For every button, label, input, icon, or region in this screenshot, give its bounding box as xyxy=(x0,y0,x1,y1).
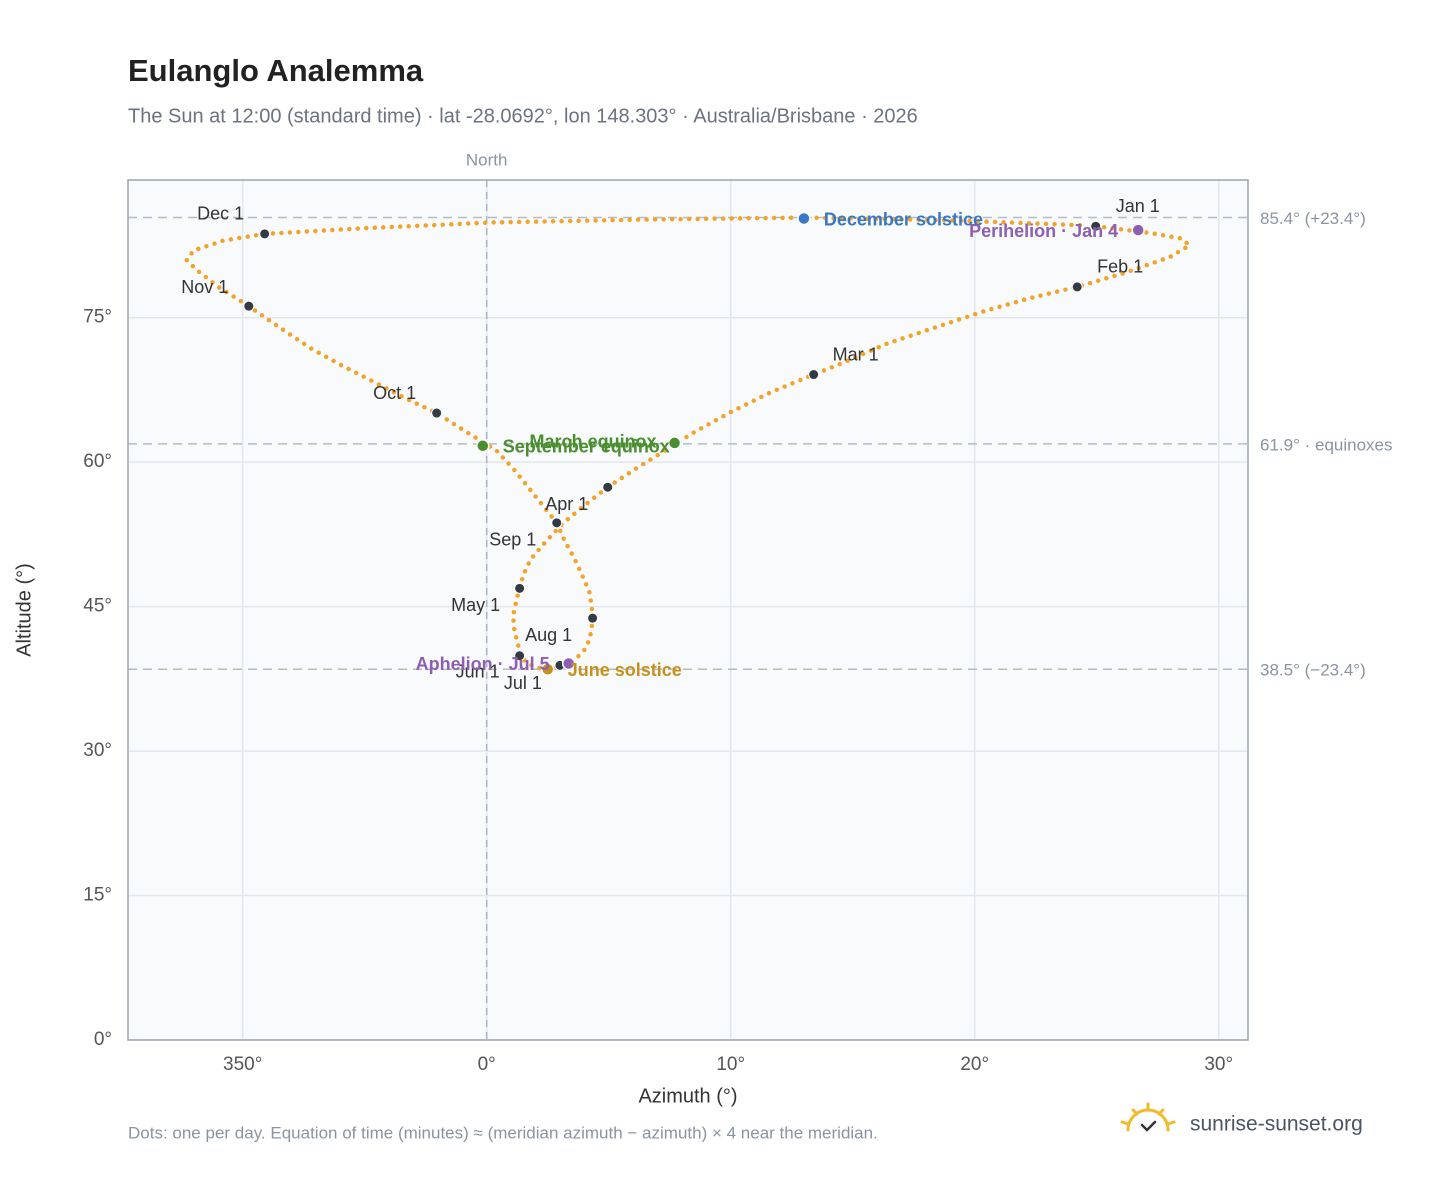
reference-label: 38.5° (−23.4°) xyxy=(1260,661,1366,680)
month-label: Apr 1 xyxy=(545,494,588,514)
event-marker xyxy=(476,439,490,453)
meridian-label: North xyxy=(466,150,508,169)
event-marker xyxy=(561,656,576,671)
month-marker xyxy=(514,650,526,662)
brand-logo xyxy=(1120,1102,1176,1132)
x-tick-label: 10° xyxy=(716,1054,745,1075)
month-marker xyxy=(243,300,255,312)
event-marker xyxy=(667,436,682,450)
month-label: Nov 1 xyxy=(181,277,228,297)
brand: sunrise-sunset.org xyxy=(1190,1113,1363,1136)
month-marker xyxy=(602,481,614,493)
y-tick-label: 30° xyxy=(83,740,112,761)
month-label: Aug 1 xyxy=(525,625,572,645)
event-marker xyxy=(540,662,555,676)
month-marker xyxy=(431,407,443,419)
chart-title: Eulanglo Analemma xyxy=(128,53,424,88)
reference-label: 85.4° (+23.4°) xyxy=(1260,209,1366,228)
month-label: Jun 1 xyxy=(456,661,500,681)
event-marker xyxy=(1131,223,1145,237)
footnote: Dots: one per day. Equation of time (min… xyxy=(128,1123,878,1142)
month-marker xyxy=(1071,281,1083,293)
month-label: Feb 1 xyxy=(1097,257,1143,277)
x-tick-label: 0° xyxy=(478,1054,496,1075)
y-tick-label: 75° xyxy=(83,307,112,328)
plot-area xyxy=(128,180,1248,1040)
x-axis-title: Azimuth (°) xyxy=(638,1085,737,1107)
month-label: Jan 1 xyxy=(1116,196,1160,216)
month-label: May 1 xyxy=(451,595,500,615)
reference-label: 61.9° · equinoxes xyxy=(1260,435,1393,454)
month-marker xyxy=(808,369,820,381)
month-marker xyxy=(514,582,526,594)
month-label: Oct 1 xyxy=(373,383,416,403)
month-marker xyxy=(1090,220,1102,232)
event-label: March equinox xyxy=(530,432,657,452)
event-label: September equinox xyxy=(503,437,670,457)
event-label: June solstice xyxy=(568,660,682,680)
event-label: December solstice xyxy=(824,209,983,229)
plot-border xyxy=(127,179,1249,1041)
event-label: Perihelion · Jan 4 xyxy=(969,221,1118,241)
month-marker xyxy=(551,517,563,529)
month-label: Mar 1 xyxy=(833,344,879,364)
event-label: Aphelion · Jul 5 xyxy=(416,654,550,674)
y-tick-label: 60° xyxy=(83,451,112,472)
y-tick-label: 0° xyxy=(94,1029,112,1050)
x-tick-label: 350° xyxy=(223,1054,262,1075)
y-tick-label: 45° xyxy=(83,596,112,617)
x-tick-label: 20° xyxy=(960,1054,989,1075)
month-marker xyxy=(259,228,271,240)
event-marker xyxy=(797,211,811,226)
y-tick-label: 15° xyxy=(83,885,112,906)
chart-subtitle: The Sun at 12:00 (standard time) · lat -… xyxy=(128,105,918,127)
month-label: Sep 1 xyxy=(489,530,536,550)
month-label: Jul 1 xyxy=(504,673,542,693)
month-label: Dec 1 xyxy=(197,204,244,224)
month-marker xyxy=(587,612,599,624)
y-axis-title: Altitude (°) xyxy=(13,563,35,657)
x-tick-label: 30° xyxy=(1204,1054,1233,1075)
